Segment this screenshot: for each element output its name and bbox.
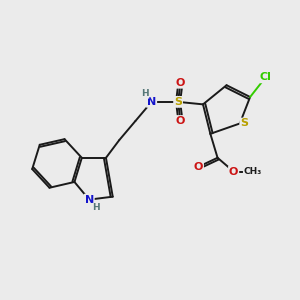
Text: S: S bbox=[174, 97, 182, 107]
Text: H: H bbox=[92, 203, 100, 212]
Text: O: O bbox=[194, 162, 203, 172]
Text: H: H bbox=[141, 89, 149, 98]
Text: CH₃: CH₃ bbox=[244, 167, 262, 176]
Text: N: N bbox=[85, 195, 94, 205]
Text: Cl: Cl bbox=[260, 72, 272, 82]
Text: N: N bbox=[147, 97, 156, 107]
Text: O: O bbox=[176, 116, 185, 126]
Text: O: O bbox=[229, 167, 238, 177]
Text: O: O bbox=[176, 78, 185, 88]
Text: S: S bbox=[240, 118, 248, 128]
